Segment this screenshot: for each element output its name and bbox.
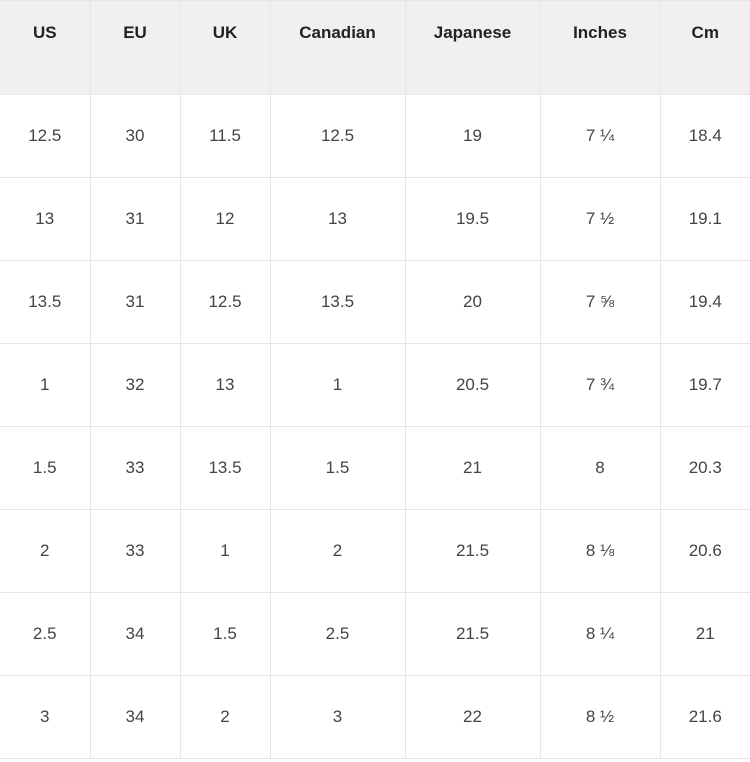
cell-uk: 1: [180, 510, 270, 593]
cell-cm: 21: [660, 593, 750, 676]
cell-canadian: 3: [270, 676, 405, 759]
cell-inches: 7 ¼: [540, 95, 660, 178]
cell-uk: 13: [180, 344, 270, 427]
cell-cm: 19.4: [660, 261, 750, 344]
cell-eu: 33: [90, 510, 180, 593]
cell-cm: 20.6: [660, 510, 750, 593]
table-row: 3 34 2 3 22 8 ½ 21.6: [0, 676, 750, 759]
cell-japanese: 19.5: [405, 178, 540, 261]
cell-us: 1.5: [0, 427, 90, 510]
cell-inches: 7 ¾: [540, 344, 660, 427]
cell-us: 2.5: [0, 593, 90, 676]
cell-inches: 8 ¼: [540, 593, 660, 676]
cell-japanese: 19: [405, 95, 540, 178]
cell-canadian: 1: [270, 344, 405, 427]
cell-us: 13.5: [0, 261, 90, 344]
cell-uk: 1.5: [180, 593, 270, 676]
cell-japanese: 22: [405, 676, 540, 759]
cell-canadian: 13: [270, 178, 405, 261]
col-header-uk: UK: [180, 1, 270, 95]
cell-uk: 12.5: [180, 261, 270, 344]
table-row: 13.5 31 12.5 13.5 20 7 ⅝ 19.4: [0, 261, 750, 344]
table-header: US EU UK Canadian Japanese Inches Cm: [0, 1, 750, 95]
cell-eu: 30: [90, 95, 180, 178]
cell-japanese: 21: [405, 427, 540, 510]
cell-us: 13: [0, 178, 90, 261]
cell-canadian: 13.5: [270, 261, 405, 344]
cell-cm: 18.4: [660, 95, 750, 178]
cell-us: 1: [0, 344, 90, 427]
cell-us: 2: [0, 510, 90, 593]
size-chart-table: US EU UK Canadian Japanese Inches Cm 12.…: [0, 0, 750, 759]
cell-inches: 7 ½: [540, 178, 660, 261]
cell-cm: 21.6: [660, 676, 750, 759]
table-row: 12.5 30 11.5 12.5 19 7 ¼ 18.4: [0, 95, 750, 178]
cell-canadian: 2.5: [270, 593, 405, 676]
cell-inches: 8 ⅛: [540, 510, 660, 593]
table-row: 1.5 33 13.5 1.5 21 8 20.3: [0, 427, 750, 510]
header-row: US EU UK Canadian Japanese Inches Cm: [0, 1, 750, 95]
cell-uk: 11.5: [180, 95, 270, 178]
cell-eu: 31: [90, 178, 180, 261]
table-row: 1 32 13 1 20.5 7 ¾ 19.7: [0, 344, 750, 427]
table-row: 2 33 1 2 21.5 8 ⅛ 20.6: [0, 510, 750, 593]
col-header-inches: Inches: [540, 1, 660, 95]
cell-us: 3: [0, 676, 90, 759]
cell-inches: 8 ½: [540, 676, 660, 759]
col-header-eu: EU: [90, 1, 180, 95]
col-header-us: US: [0, 1, 90, 95]
table-row: 13 31 12 13 19.5 7 ½ 19.1: [0, 178, 750, 261]
cell-eu: 33: [90, 427, 180, 510]
col-header-canadian: Canadian: [270, 1, 405, 95]
cell-cm: 19.7: [660, 344, 750, 427]
cell-us: 12.5: [0, 95, 90, 178]
cell-inches: 8: [540, 427, 660, 510]
cell-cm: 19.1: [660, 178, 750, 261]
cell-uk: 12: [180, 178, 270, 261]
table-body: 12.5 30 11.5 12.5 19 7 ¼ 18.4 13 31 12 1…: [0, 95, 750, 759]
cell-japanese: 20: [405, 261, 540, 344]
cell-uk: 13.5: [180, 427, 270, 510]
cell-eu: 34: [90, 676, 180, 759]
cell-eu: 31: [90, 261, 180, 344]
cell-uk: 2: [180, 676, 270, 759]
cell-japanese: 21.5: [405, 593, 540, 676]
col-header-japanese: Japanese: [405, 1, 540, 95]
cell-japanese: 21.5: [405, 510, 540, 593]
cell-cm: 20.3: [660, 427, 750, 510]
cell-canadian: 12.5: [270, 95, 405, 178]
cell-inches: 7 ⅝: [540, 261, 660, 344]
table-row: 2.5 34 1.5 2.5 21.5 8 ¼ 21: [0, 593, 750, 676]
cell-canadian: 1.5: [270, 427, 405, 510]
cell-eu: 34: [90, 593, 180, 676]
cell-japanese: 20.5: [405, 344, 540, 427]
cell-eu: 32: [90, 344, 180, 427]
col-header-cm: Cm: [660, 1, 750, 95]
cell-canadian: 2: [270, 510, 405, 593]
